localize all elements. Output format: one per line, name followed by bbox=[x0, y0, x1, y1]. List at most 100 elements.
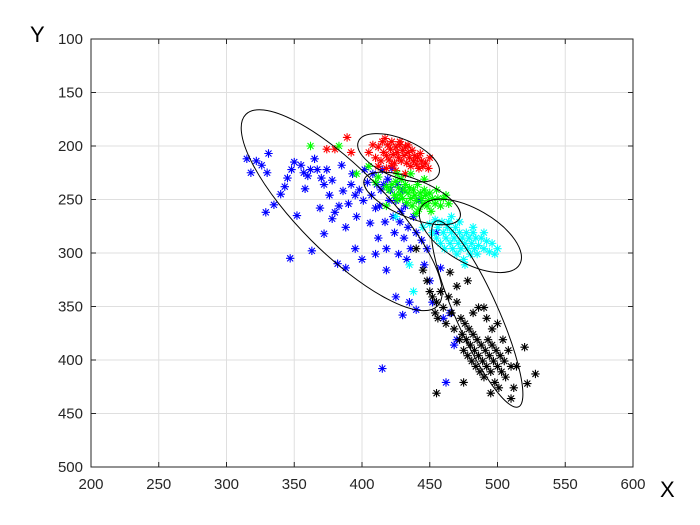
data-point bbox=[403, 188, 413, 198]
data-point bbox=[407, 146, 417, 155]
data-point bbox=[439, 303, 448, 312]
data-point bbox=[428, 194, 437, 203]
cluster-ellipse bbox=[418, 198, 522, 274]
data-point bbox=[474, 241, 483, 250]
data-point bbox=[394, 183, 403, 192]
data-point bbox=[403, 223, 413, 232]
data-point bbox=[387, 161, 397, 170]
y-tick-label: 450 bbox=[58, 406, 83, 423]
data-point bbox=[383, 140, 392, 150]
data-point bbox=[432, 388, 441, 398]
data-point bbox=[375, 201, 384, 211]
data-point bbox=[325, 191, 334, 200]
data-point bbox=[359, 196, 368, 205]
data-point bbox=[455, 217, 464, 227]
data-point bbox=[412, 209, 421, 218]
data-point bbox=[276, 189, 285, 199]
data-point bbox=[432, 298, 441, 307]
x-tick-label: 400 bbox=[349, 476, 374, 493]
data-point bbox=[479, 303, 489, 312]
data-point bbox=[433, 223, 443, 232]
data-point bbox=[472, 335, 482, 344]
data-point bbox=[420, 174, 429, 184]
data-point bbox=[374, 162, 383, 171]
data-point bbox=[493, 244, 502, 253]
series-group bbox=[322, 133, 434, 179]
data-point bbox=[439, 228, 448, 237]
data-point bbox=[440, 244, 449, 253]
data-point bbox=[441, 319, 451, 328]
data-point bbox=[368, 169, 378, 179]
data-point bbox=[352, 212, 361, 221]
ellipse-layer bbox=[240, 109, 524, 408]
data-point bbox=[269, 200, 279, 210]
data-point bbox=[509, 383, 518, 393]
data-point bbox=[246, 168, 256, 177]
x-tick-label: 250 bbox=[146, 476, 171, 493]
data-point bbox=[432, 185, 441, 195]
data-point bbox=[422, 201, 432, 211]
data-point bbox=[468, 223, 478, 232]
data-point bbox=[402, 198, 411, 207]
grid bbox=[90, 38, 634, 468]
y-tick-label: 100 bbox=[58, 31, 83, 48]
cluster-ellipse bbox=[363, 171, 461, 226]
data-point bbox=[531, 369, 540, 379]
data-point bbox=[420, 260, 429, 269]
data-point bbox=[399, 151, 409, 160]
data-point bbox=[355, 185, 364, 195]
data-point bbox=[417, 194, 426, 203]
data-point bbox=[523, 379, 532, 388]
data-point bbox=[504, 346, 513, 355]
data-point bbox=[317, 173, 326, 183]
data-point bbox=[477, 233, 486, 243]
data-point bbox=[418, 265, 428, 275]
x-tick-label: 200 bbox=[78, 476, 103, 493]
data-point bbox=[416, 149, 425, 158]
data-point bbox=[363, 178, 372, 187]
data-point bbox=[459, 378, 468, 387]
data-point bbox=[455, 228, 464, 237]
data-point bbox=[401, 169, 410, 179]
x-tick-label: 450 bbox=[417, 476, 442, 493]
data-point bbox=[405, 183, 414, 192]
data-point bbox=[439, 314, 448, 323]
data-point bbox=[467, 356, 476, 366]
data-point bbox=[414, 164, 424, 173]
data-point bbox=[497, 367, 506, 376]
data-point bbox=[441, 378, 451, 387]
data-point bbox=[334, 141, 344, 151]
data-point bbox=[384, 196, 394, 205]
data-point bbox=[391, 292, 401, 302]
data-point bbox=[388, 150, 398, 159]
data-point bbox=[313, 165, 322, 174]
data-point bbox=[487, 239, 497, 248]
data-point bbox=[310, 154, 319, 164]
data-point bbox=[449, 324, 459, 334]
data-point bbox=[330, 208, 340, 217]
data-point bbox=[346, 180, 356, 189]
data-point bbox=[299, 168, 308, 177]
data-point bbox=[406, 169, 415, 179]
data-point bbox=[506, 362, 516, 371]
data-point bbox=[466, 340, 475, 350]
data-point bbox=[479, 244, 489, 253]
data-point bbox=[471, 233, 481, 243]
data-point bbox=[468, 330, 478, 339]
data-point bbox=[393, 195, 402, 204]
data-point bbox=[485, 247, 494, 257]
data-point bbox=[444, 217, 453, 227]
data-point bbox=[371, 203, 380, 213]
data-point bbox=[425, 188, 434, 198]
data-point bbox=[460, 260, 470, 269]
data-point bbox=[285, 254, 295, 263]
data-point bbox=[399, 185, 409, 195]
data-point bbox=[330, 145, 340, 154]
data-point bbox=[421, 191, 430, 200]
data-point bbox=[384, 155, 394, 165]
data-point bbox=[300, 184, 310, 193]
data-point bbox=[459, 255, 468, 264]
data-point bbox=[261, 208, 270, 217]
data-point bbox=[333, 259, 342, 268]
